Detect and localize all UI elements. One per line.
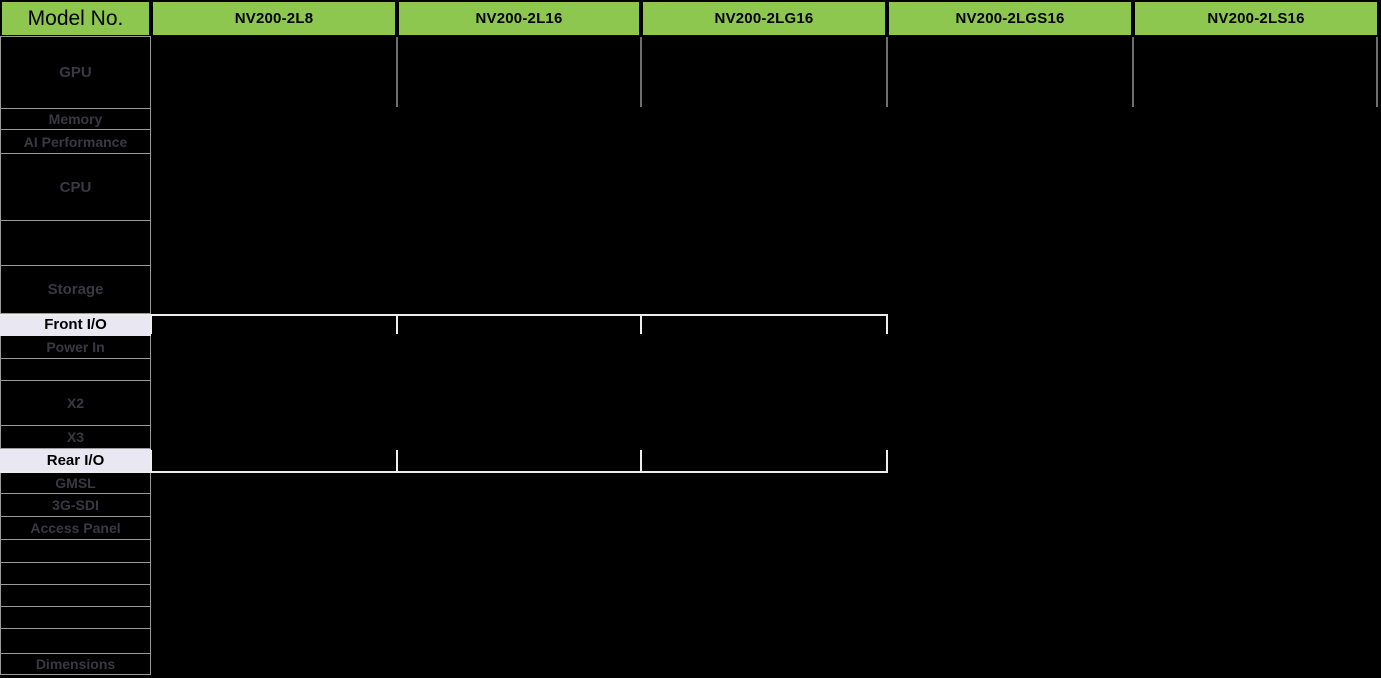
model-header-nv200-2l16: NV200-2L16 <box>399 2 639 35</box>
gpu-values-area <box>151 36 1381 109</box>
memory-values-area <box>151 109 1381 130</box>
model-header-nv200-2lg16: NV200-2LG16 <box>643 2 885 35</box>
row-label-rear-io: Rear I/O <box>0 449 151 473</box>
x3-values-area <box>151 426 1381 449</box>
spec-row-blank-2 <box>0 359 1381 381</box>
spec-row-memory: Memory <box>0 109 1381 130</box>
row-label-access-panel: Access Panel <box>0 517 151 540</box>
rear-io-values-area <box>151 449 1381 473</box>
spec-row-blank-7 <box>0 629 1381 654</box>
row-label-cpu: CPU <box>0 154 151 221</box>
model-no-header: Model No. <box>2 2 149 35</box>
spec-row-storage: Storage <box>0 266 1381 314</box>
blank-values-area <box>151 359 1381 381</box>
blank-values-area <box>151 629 1381 654</box>
spec-row-gmsl: GMSL <box>0 473 1381 494</box>
spec-row-x2: X2 <box>0 381 1381 426</box>
spec-row-blank-5 <box>0 585 1381 607</box>
column-divider <box>886 315 888 334</box>
blank-values-area <box>151 221 1381 266</box>
row-label-x2: X2 <box>0 381 151 426</box>
row-label-3g-sdi: 3G-SDI <box>0 494 151 517</box>
front-io-top-rule <box>0 314 888 316</box>
ai-performance-values-area <box>151 130 1381 154</box>
column-divider <box>640 315 642 334</box>
spec-row-blank-6 <box>0 607 1381 629</box>
blank-values-area <box>151 563 1381 585</box>
row-label-front-io: Front I/O <box>0 314 151 336</box>
spec-row-blank-3 <box>0 540 1381 563</box>
spec-row-blank-1 <box>0 221 1381 266</box>
row-label-ai-performance: AI Performance <box>0 130 151 154</box>
spec-row-dimensions: Dimensions <box>0 654 1381 675</box>
column-divider <box>396 37 398 107</box>
column-divider <box>886 37 888 107</box>
access-panel-values-area <box>151 517 1381 540</box>
table-right-edge-line <box>1376 37 1378 107</box>
storage-values-area <box>151 266 1381 314</box>
x2-values-area <box>151 381 1381 426</box>
column-divider <box>886 450 888 471</box>
column-divider <box>396 450 398 471</box>
rear-io-bottom-rule <box>0 471 888 473</box>
model-header-nv200-2lgs16: NV200-2LGS16 <box>889 2 1131 35</box>
row-label-x3: X3 <box>0 426 151 449</box>
column-divider <box>640 450 642 471</box>
spec-row-3g-sdi: 3G-SDI <box>0 494 1381 517</box>
row-label-gmsl: GMSL <box>0 473 151 494</box>
column-divider <box>640 37 642 107</box>
blank-values-area <box>151 540 1381 563</box>
row-label-gpu: GPU <box>0 36 151 109</box>
row-label-blank <box>0 585 151 607</box>
column-divider <box>150 450 152 471</box>
spec-row-cpu: CPU <box>0 154 1381 221</box>
row-label-blank <box>0 540 151 563</box>
sdi-values-area <box>151 494 1381 517</box>
model-header-nv200-2l8: NV200-2L8 <box>153 2 395 35</box>
spec-row-blank-4 <box>0 563 1381 585</box>
row-label-blank <box>0 607 151 629</box>
cpu-values-area <box>151 154 1381 221</box>
row-label-blank <box>0 563 151 585</box>
spec-row-ai-performance: AI Performance <box>0 130 1381 154</box>
blank-values-area <box>151 607 1381 629</box>
column-divider <box>1132 37 1134 107</box>
gmsl-values-area <box>151 473 1381 494</box>
blank-values-area <box>151 585 1381 607</box>
spec-row-gpu: GPU <box>0 36 1381 109</box>
row-label-memory: Memory <box>0 109 151 130</box>
dimensions-values-area <box>151 654 1381 675</box>
row-label-storage: Storage <box>0 266 151 314</box>
power-in-values-area <box>151 336 1381 359</box>
spec-row-access-panel: Access Panel <box>0 517 1381 540</box>
column-divider <box>150 315 152 334</box>
row-label-dimensions: Dimensions <box>0 654 151 675</box>
spec-row-rear-io: Rear I/O <box>0 449 1381 473</box>
spec-row-x3: X3 <box>0 426 1381 449</box>
row-label-blank <box>0 629 151 654</box>
row-label-blank <box>0 221 151 266</box>
front-io-values-area <box>151 314 1381 336</box>
column-divider <box>396 315 398 334</box>
row-label-blank <box>0 359 151 381</box>
row-label-power-in: Power In <box>0 336 151 359</box>
header-row: Model No. NV200-2L8 NV200-2L16 NV200-2LG… <box>0 0 1381 36</box>
spec-row-front-io: Front I/O <box>0 314 1381 336</box>
model-header-nv200-2ls16: NV200-2LS16 <box>1135 2 1377 35</box>
spec-row-power-in: Power In <box>0 336 1381 359</box>
